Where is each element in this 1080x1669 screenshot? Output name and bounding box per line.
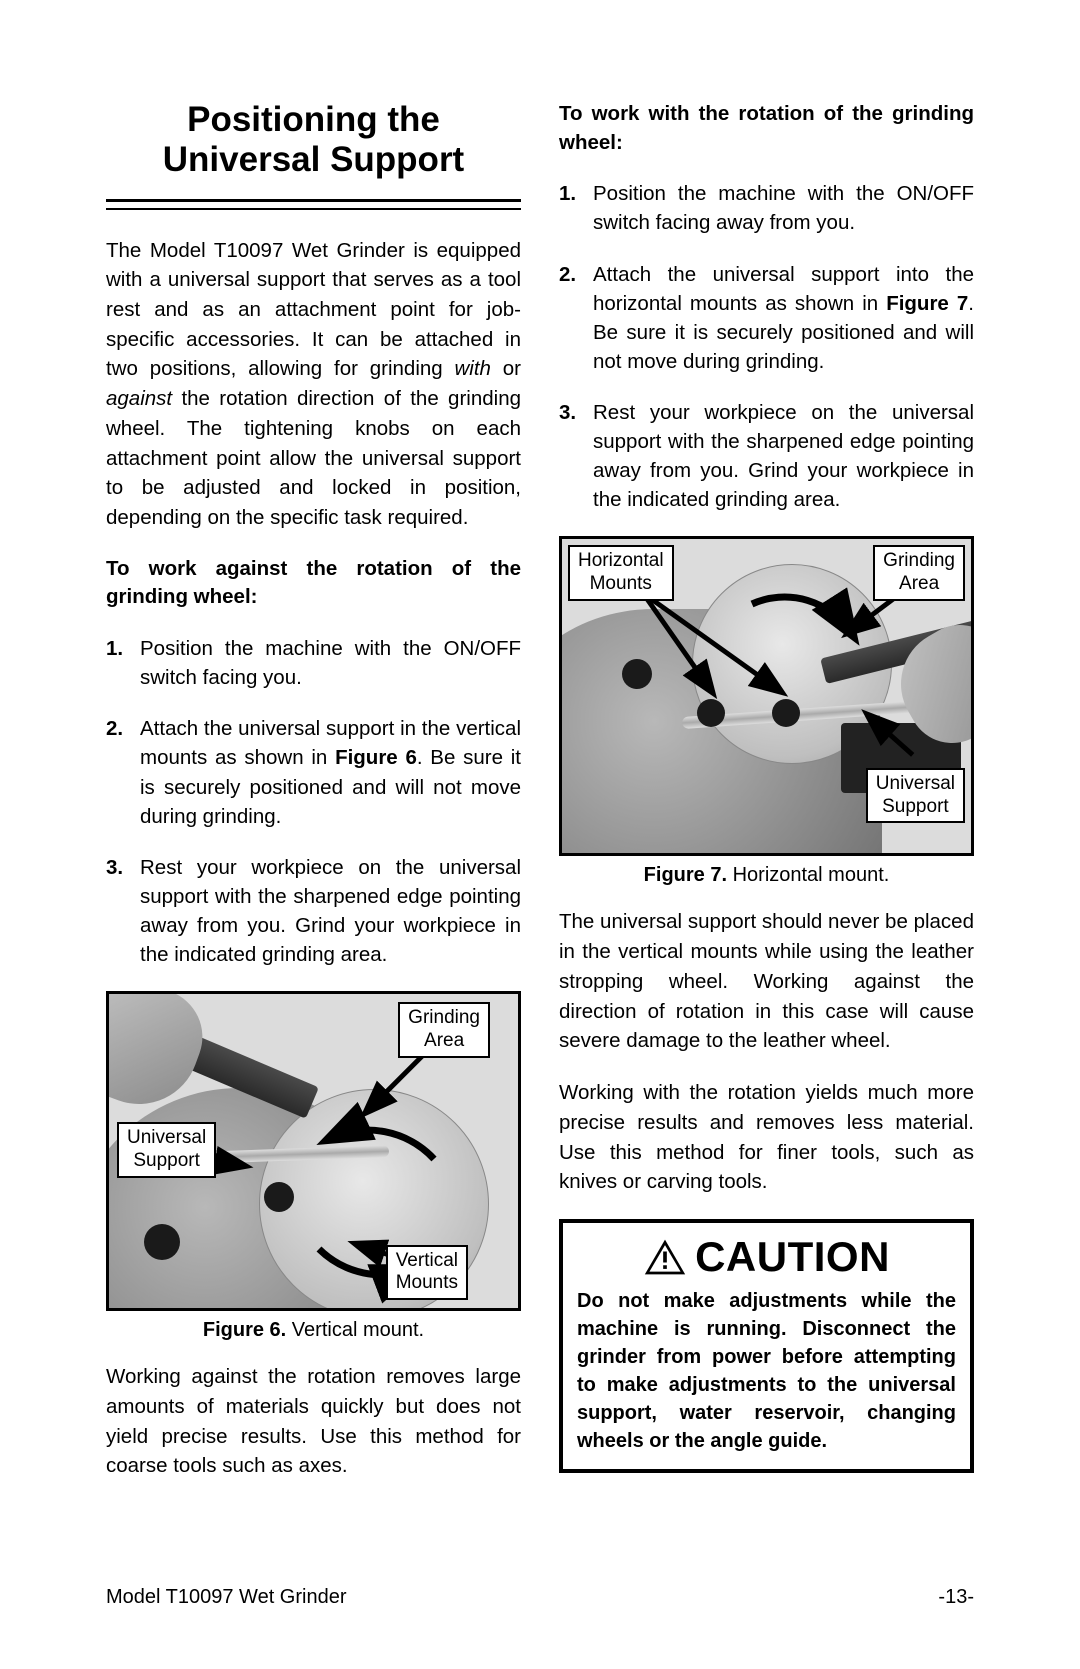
caution-title: CAUTION bbox=[577, 1233, 956, 1281]
section-heading: Positioning theUniversal Support bbox=[106, 100, 521, 181]
after-fig7-p2: Working with the rotation yields much mo… bbox=[559, 1078, 974, 1197]
after-fig6-paragraph: Working against the rotation removes lar… bbox=[106, 1362, 521, 1481]
step-text: Rest your workpiece on the universal sup… bbox=[593, 398, 974, 514]
subhead-with: To work with the rotation of the grindin… bbox=[559, 100, 974, 157]
fig7-label-grinding-area: GrindingArea bbox=[873, 545, 965, 601]
fig7-caption: Figure 7. Horizontal mount. bbox=[559, 864, 974, 887]
caution-body: Do not make adjustments while the machin… bbox=[577, 1287, 956, 1455]
fig7-label-universal-support: UniversalSupport bbox=[866, 768, 965, 824]
rule-thick bbox=[106, 199, 521, 202]
right-column: To work with the rotation of the grindin… bbox=[559, 100, 974, 1481]
step-text: Rest your workpiece on the universal sup… bbox=[140, 853, 521, 969]
step-text: Position the machine with the ON/OFF swi… bbox=[140, 634, 521, 692]
fig6-label-vertical-mounts: VerticalMounts bbox=[386, 1245, 468, 1301]
footer-right: -13- bbox=[938, 1586, 974, 1609]
warning-triangle-icon bbox=[643, 1237, 687, 1277]
step-text: Position the machine with the ON/OFF swi… bbox=[593, 179, 974, 237]
fig6-label-grinding-area: GrindingArea bbox=[398, 1002, 490, 1058]
caution-box: CAUTION Do not make adjustments while th… bbox=[559, 1219, 974, 1473]
rule-thin bbox=[106, 208, 521, 210]
page-footer: Model T10097 Wet Grinder -13- bbox=[106, 1586, 974, 1609]
subhead-against: To work against the rotation of the grin… bbox=[106, 555, 521, 612]
step-text: Attach the universal support in the vert… bbox=[140, 714, 521, 830]
left-column: Positioning theUniversal Support The Mod… bbox=[106, 100, 521, 1481]
figure-6: GrindingArea UniversalSupport VerticalMo… bbox=[106, 991, 521, 1342]
after-fig7-p1: The universal support should never be pl… bbox=[559, 907, 974, 1056]
steps-with: 1.Position the machine with the ON/OFF s… bbox=[559, 179, 974, 514]
figure-7: HorizontalMounts GrindingArea UniversalS… bbox=[559, 536, 974, 887]
fig7-label-horizontal-mounts: HorizontalMounts bbox=[568, 545, 674, 601]
steps-against: 1.Position the machine with the ON/OFF s… bbox=[106, 634, 521, 969]
fig6-caption: Figure 6. Vertical mount. bbox=[106, 1319, 521, 1342]
fig6-label-universal-support: UniversalSupport bbox=[117, 1122, 216, 1178]
footer-left: Model T10097 Wet Grinder bbox=[106, 1586, 347, 1609]
step-text: Attach the universal support into the ho… bbox=[593, 260, 974, 376]
intro-paragraph: The Model T10097 Wet Grinder is equipped… bbox=[106, 236, 521, 533]
